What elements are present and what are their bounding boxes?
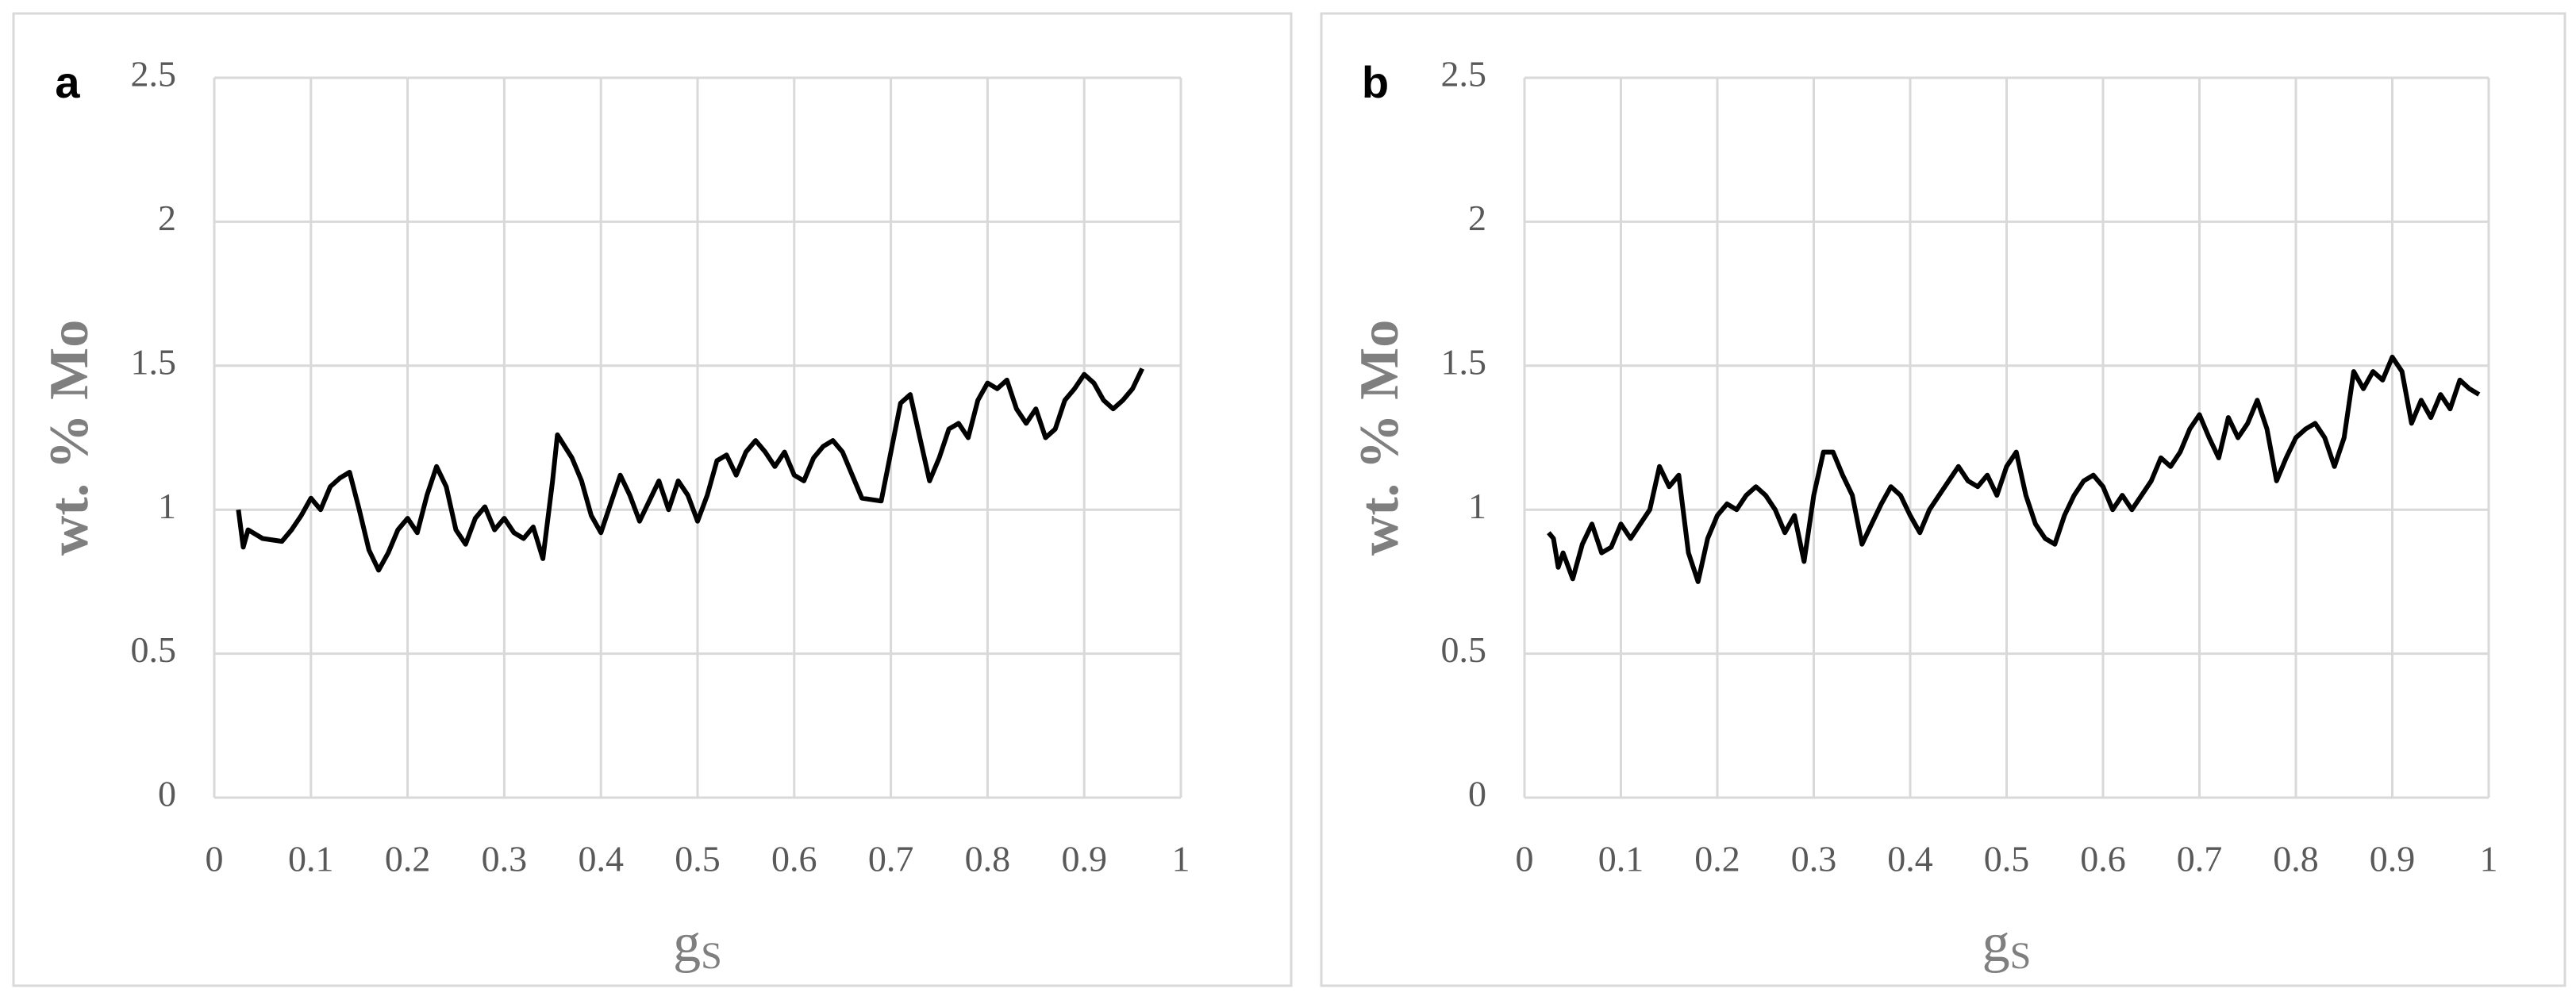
y-tick-label: 1.5 xyxy=(1441,341,1487,382)
x-tick-label: 0.4 xyxy=(578,839,624,879)
y-tick-label: 2.5 xyxy=(131,54,177,94)
x-tick-label: 0.5 xyxy=(1984,839,2030,879)
x-tick-label: 0 xyxy=(1516,839,1534,879)
x-axis-title: gS xyxy=(673,913,722,977)
y-tick-label: 0 xyxy=(158,774,176,814)
x-tick-label: 0.8 xyxy=(965,839,1011,879)
y-tick-label: 2 xyxy=(158,198,176,238)
x-axis-title-main: g xyxy=(1982,913,2010,974)
x-tick-label: 0.7 xyxy=(868,839,914,879)
y-tick-label: 1 xyxy=(158,486,176,526)
x-axis-title: gS xyxy=(1982,913,2032,977)
x-tick-label: 0.6 xyxy=(2080,839,2126,879)
x-axis-title-main: g xyxy=(673,913,701,974)
x-tick-label: 1 xyxy=(1172,839,1190,879)
x-tick-label: 0.8 xyxy=(2273,839,2319,879)
panel-label: a xyxy=(55,57,80,107)
x-tick-label: 0.4 xyxy=(1887,839,1933,879)
x-tick-label: 0.1 xyxy=(1598,839,1644,879)
y-tick-label: 0 xyxy=(1468,774,1486,814)
x-tick-label: 0.9 xyxy=(1061,839,1107,879)
x-tick-label: 0.9 xyxy=(2370,839,2416,879)
y-tick-label: 1.5 xyxy=(131,341,177,382)
y-tick-label: 1 xyxy=(1468,486,1486,526)
data-line xyxy=(236,367,1145,573)
y-tick-label: 2.5 xyxy=(1441,54,1487,94)
x-axis-title-sub: S xyxy=(701,935,722,977)
x-tick-label: 0.1 xyxy=(288,839,334,879)
y-tick-label: 2 xyxy=(1468,198,1486,238)
x-tick-label: 0.6 xyxy=(771,839,817,879)
panel-label: b xyxy=(1362,57,1389,107)
x-tick-label: 0.7 xyxy=(2177,839,2223,879)
x-tick-label: 0.2 xyxy=(1694,839,1740,879)
x-tick-label: 0.5 xyxy=(675,839,721,879)
x-axis-title-sub: S xyxy=(2010,935,2032,977)
y-tick-label: 0.5 xyxy=(1441,629,1487,670)
y-axis-title: wt. % Mo xyxy=(1349,320,1410,556)
x-tick-label: 0.2 xyxy=(385,839,431,879)
chart-panel: 0 0.5 1 1.5 2 2.5 0 0.1 0.2 0.3 0.4 0.5 0.6 0.7 0.8 0.9… xyxy=(12,12,1293,987)
panel-border xyxy=(1320,12,2566,987)
y-tick-label: 0.5 xyxy=(131,629,177,670)
data-line xyxy=(1547,354,2481,584)
x-tick-label: 0.3 xyxy=(1791,839,1837,879)
x-tick-label: 0.3 xyxy=(482,839,528,879)
chart-panel: 0 0.5 1 1.5 2 2.5 0 0.1 0.2 0.3 0.4 0.5 0.6 0.7 0.8 0.9… xyxy=(1320,12,2566,987)
x-tick-label: 0 xyxy=(206,839,224,879)
y-axis-title: wt. % Mo xyxy=(39,320,100,556)
x-tick-label: 1 xyxy=(2480,839,2498,879)
